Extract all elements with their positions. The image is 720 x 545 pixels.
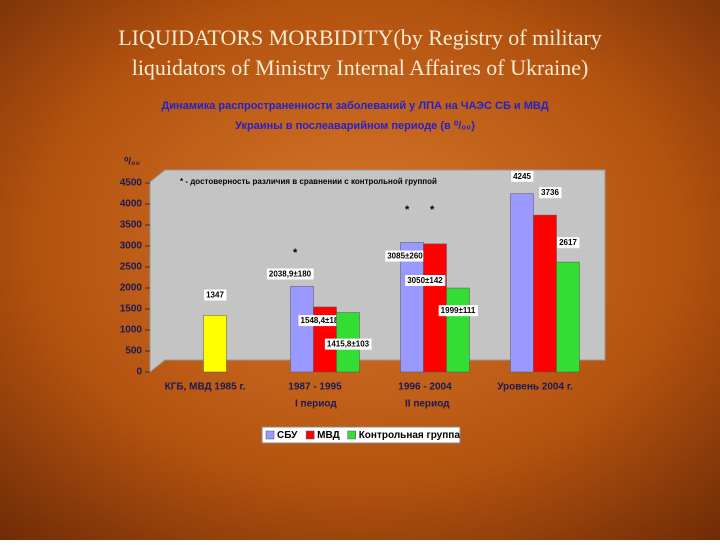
y-tick-label: 1000: [120, 325, 143, 336]
value-label: 4245: [513, 172, 531, 181]
bar: [400, 242, 424, 373]
value-label-box: [438, 305, 478, 317]
legend-label: МВД: [317, 430, 340, 441]
x-tick-label: КГБ, МВД 1985 г.: [165, 382, 246, 393]
bar: [556, 261, 580, 373]
bar: [290, 286, 314, 373]
value-label: 1548,4±182,9: [301, 316, 350, 325]
y-tick-label: 2000: [120, 283, 143, 294]
significance-star: *: [430, 204, 435, 216]
value-label-box: [204, 289, 227, 301]
value-label-box: [557, 237, 580, 249]
slide-title: LIQUIDATORS MORBIDITY(by Registry of mil…: [118, 25, 602, 50]
y-tick-label: 0: [136, 367, 142, 378]
x-tick-sublabel: I период: [295, 399, 337, 410]
legend-swatch: [265, 430, 275, 440]
y-tick-label: 3000: [120, 241, 143, 252]
x-tick-label: 1996 - 2004: [398, 382, 452, 393]
value-label: 2038,9±180: [269, 269, 312, 278]
significance-star: *: [293, 247, 298, 259]
value-label: 1347: [206, 291, 224, 300]
x-tick-label: 1987 - 1995: [288, 382, 342, 393]
y-tick-label: 4000: [120, 199, 143, 210]
plot-area: [149, 169, 606, 374]
value-label-box: [405, 275, 446, 287]
y-tick-label: 500: [125, 346, 142, 357]
significance-star: *: [405, 204, 410, 216]
value-label-box: [266, 268, 314, 280]
x-tick-sublabel: II период: [405, 399, 450, 410]
bar: [446, 287, 470, 373]
chart-subtitle: Динамика распространенности заболеваний …: [161, 100, 548, 112]
legend-swatch: [347, 430, 356, 440]
y-axis-label: ⁰/₀₀: [124, 157, 140, 168]
value-label: 3050±142: [407, 276, 443, 285]
bar: [510, 193, 534, 373]
note: * - достоверность различия в сравнении с…: [180, 177, 437, 186]
value-label-box: [511, 170, 534, 182]
y-tick-label: 2500: [120, 262, 143, 273]
value-label-box: [539, 187, 562, 199]
legend-label: Контрольная группа: [359, 430, 461, 441]
slide-title: liquidators of Ministry Internal Affaire…: [132, 55, 589, 80]
value-label: 1999±111: [441, 306, 476, 315]
legend-label: СБУ: [277, 430, 298, 441]
y-tick-label: 3500: [120, 220, 143, 231]
chart-subtitle: Украины в послеаварийном периоде (в ⁰/₀₀…: [235, 120, 475, 132]
value-label-box: [324, 338, 372, 350]
value-label: 3736: [541, 188, 559, 197]
value-label-box: [385, 250, 426, 262]
y-tick-label: 1500: [120, 304, 143, 315]
x-tick-label: Уровень 2004 г.: [497, 382, 573, 393]
value-label: 2617: [559, 238, 577, 247]
legend-swatch: [305, 430, 315, 440]
value-label-box: [298, 315, 352, 327]
bar: [533, 214, 557, 373]
value-label: 1415,8±103: [327, 340, 370, 349]
value-label: 3085±260: [387, 252, 423, 261]
bar: [203, 315, 227, 373]
y-tick-label: 4500: [120, 178, 143, 189]
